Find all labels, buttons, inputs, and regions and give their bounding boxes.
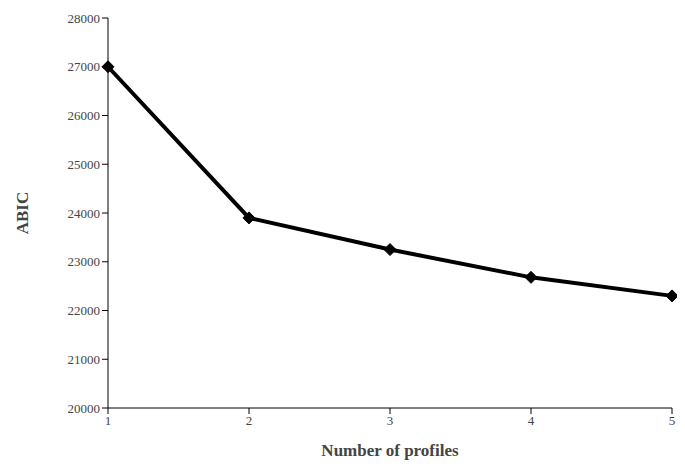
svg-text:1: 1	[105, 413, 112, 428]
svg-text:27000: 27000	[68, 59, 101, 74]
svg-text:20000: 20000	[68, 401, 101, 416]
svg-text:26000: 26000	[68, 108, 101, 123]
svg-text:22000: 22000	[68, 303, 101, 318]
svg-text:23000: 23000	[68, 254, 101, 269]
svg-text:5: 5	[669, 413, 676, 428]
svg-text:4: 4	[528, 413, 535, 428]
svg-text:25000: 25000	[68, 157, 101, 172]
svg-text:ABIC: ABIC	[13, 192, 32, 235]
svg-text:3: 3	[387, 413, 394, 428]
svg-text:Number of profiles: Number of profiles	[321, 441, 459, 460]
svg-text:28000: 28000	[68, 11, 101, 26]
svg-text:2: 2	[246, 413, 253, 428]
svg-text:24000: 24000	[68, 206, 101, 221]
svg-text:21000: 21000	[68, 352, 101, 367]
